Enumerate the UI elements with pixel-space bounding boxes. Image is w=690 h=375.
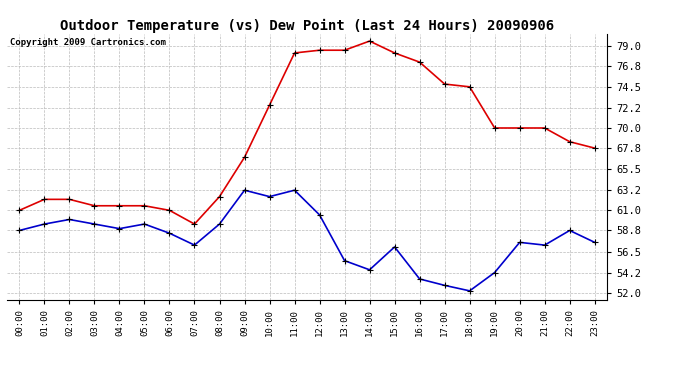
Title: Outdoor Temperature (vs) Dew Point (Last 24 Hours) 20090906: Outdoor Temperature (vs) Dew Point (Last… xyxy=(60,18,554,33)
Text: Copyright 2009 Cartronics.com: Copyright 2009 Cartronics.com xyxy=(10,38,166,47)
